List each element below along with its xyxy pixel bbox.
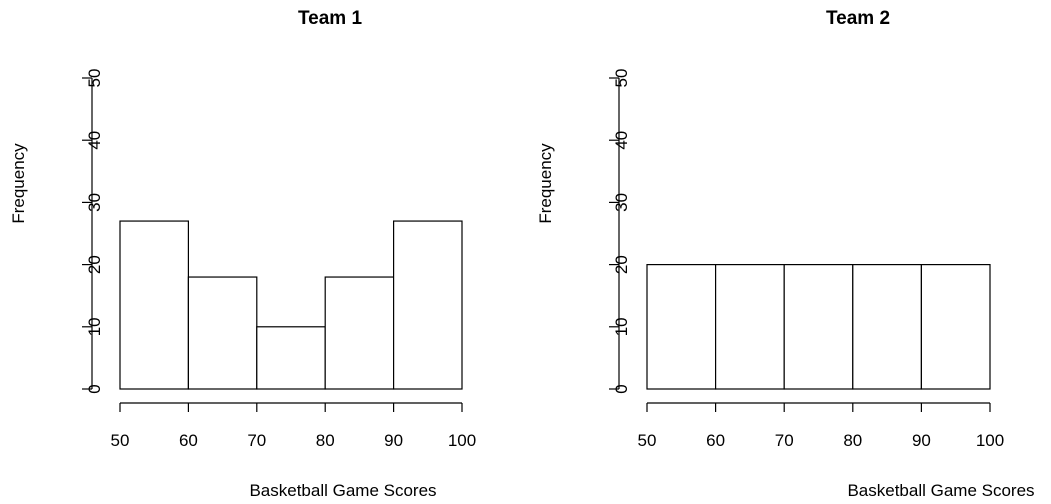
histogram-bar (325, 277, 393, 389)
histogram-bar (394, 221, 462, 389)
x-tick-label: 50 (638, 431, 657, 450)
histogram-bar (921, 265, 990, 389)
x-tick-label: 70 (775, 431, 794, 450)
y-tick-label: 40 (612, 131, 631, 150)
histogram-panel-1: Team 1 Frequency Basketball Game Scores 0 10… (9, 8, 476, 500)
y-tick-label: 30 (85, 193, 104, 212)
histogram-bar (853, 265, 922, 389)
x-axis-label: Basketball Game Scores (847, 481, 1034, 500)
histogram-bar (120, 221, 188, 389)
y-tick-label: 50 (612, 69, 631, 88)
histogram-panel-2: Team 2 Frequency Basketball Game Scores 0 10… (536, 8, 1035, 500)
x-tick-label: 60 (179, 431, 198, 450)
chart-title: Team 2 (826, 8, 890, 29)
y-tick-label: 0 (85, 384, 104, 393)
y-tick-label: 10 (612, 317, 631, 336)
x-tick-label: 90 (912, 431, 931, 450)
x-tick-label: 80 (316, 431, 335, 450)
y-tick-label: 20 (85, 255, 104, 274)
histogram-bar (784, 265, 853, 389)
x-tick-label: 100 (976, 431, 1004, 450)
y-tick-label: 0 (612, 384, 631, 393)
histogram-bar (188, 277, 256, 389)
y-axis-label: Frequency (536, 143, 555, 224)
y-tick-label: 10 (85, 317, 104, 336)
x-tick-label: 90 (384, 431, 403, 450)
x-tick-label: 60 (706, 431, 725, 450)
y-tick-label: 20 (612, 255, 631, 274)
x-tick-label: 50 (111, 431, 130, 450)
histogram-bar (257, 327, 325, 389)
histogram-bar (716, 265, 785, 389)
x-tick-label: 80 (843, 431, 862, 450)
chart-title: Team 1 (298, 8, 363, 29)
y-tick-label: 30 (612, 193, 631, 212)
histogram-bar (647, 265, 716, 389)
x-tick-label: 100 (448, 431, 476, 450)
y-tick-label: 40 (85, 131, 104, 150)
x-axis-label: Basketball Game Scores (249, 481, 436, 500)
y-tick-label: 50 (85, 69, 104, 88)
y-axis-label: Frequency (9, 143, 28, 224)
x-tick-label: 70 (247, 431, 266, 450)
